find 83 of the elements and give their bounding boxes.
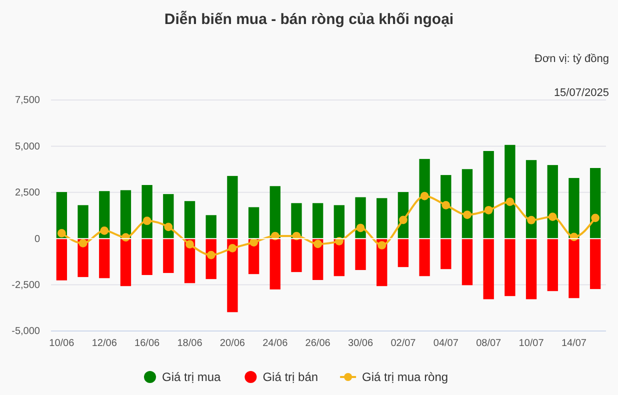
x-tick-label: 20/06 [220, 338, 246, 350]
bar [526, 160, 537, 239]
bar [78, 205, 88, 239]
bar [547, 238, 558, 292]
bar [483, 151, 494, 239]
x-tick-label: 10/07 [518, 338, 544, 350]
point [206, 250, 216, 260]
point [250, 238, 258, 246]
bar [504, 238, 516, 296]
bar [270, 238, 280, 290]
point [314, 240, 322, 248]
point [100, 226, 109, 235]
bar [120, 190, 132, 239]
y-tick-label: 5,000 [14, 141, 40, 152]
y-tick-label: -5,000 [12, 326, 40, 338]
x-tick-label: 12/06 [92, 338, 118, 350]
point [378, 241, 386, 250]
x-tick-label: 02/07 [390, 338, 416, 350]
point [356, 224, 365, 232]
point [228, 244, 237, 252]
point [484, 206, 493, 214]
point [463, 210, 472, 219]
point [506, 198, 514, 206]
bar [227, 176, 238, 239]
bar [184, 201, 196, 239]
legend-label: Giá trị mua ròng [362, 370, 448, 384]
y-tick-label: 7,500 [14, 95, 40, 106]
y-tick-label: 2,500 [14, 188, 40, 199]
bar [419, 238, 430, 276]
bar [99, 238, 110, 278]
legend-label: Giá trị bán [262, 370, 318, 384]
point [442, 200, 450, 210]
point [527, 216, 536, 224]
x-tick-label: 24/06 [262, 338, 288, 350]
bar [142, 238, 152, 276]
bar [334, 205, 345, 239]
bar [206, 215, 216, 239]
bar [291, 238, 302, 272]
x-tick-label: 26/06 [305, 338, 331, 350]
bar [547, 165, 558, 239]
point [186, 240, 194, 249]
y-tick-label: 0 [34, 234, 40, 245]
x-tick-label: 04/07 [433, 338, 459, 350]
bar [462, 169, 473, 239]
bar [440, 175, 452, 239]
x-tick-label: 10/06 [49, 338, 75, 350]
bar [590, 238, 601, 290]
y-tick-label: -2,500 [12, 280, 40, 291]
chart-title: Diễn biến mua - bán ròng của khối ngoại [164, 10, 454, 28]
point [399, 216, 408, 224]
bar [526, 238, 537, 300]
x-tick-label: 16/06 [134, 338, 160, 350]
text: Đơn vị: tỷ đồng [534, 53, 609, 65]
point [548, 212, 557, 221]
bar [568, 178, 580, 239]
bar [163, 238, 174, 273]
bar [398, 238, 409, 268]
bar [355, 238, 366, 270]
bar [312, 203, 324, 239]
bar [504, 144, 516, 239]
bar [56, 238, 68, 280]
bar [462, 238, 473, 286]
bar [120, 238, 132, 286]
x-tick-label: 14/07 [561, 338, 587, 350]
bar [440, 238, 452, 270]
legend-label: Giá trị mua [162, 370, 222, 384]
point [142, 216, 152, 226]
point [420, 192, 429, 200]
point [57, 229, 66, 238]
point [164, 222, 173, 232]
bar [376, 198, 388, 239]
x-tick-label: 08/07 [476, 338, 502, 350]
x-tick-label: 30/06 [348, 338, 374, 350]
x-tick-label: 18/06 [177, 338, 203, 350]
point [591, 214, 600, 222]
text: 15/07/2025 [554, 87, 609, 99]
bar [419, 158, 430, 239]
bar [568, 238, 580, 298]
bar [590, 168, 601, 239]
bar [248, 207, 260, 239]
bar [483, 238, 494, 300]
bar [227, 238, 238, 312]
point [78, 239, 88, 248]
